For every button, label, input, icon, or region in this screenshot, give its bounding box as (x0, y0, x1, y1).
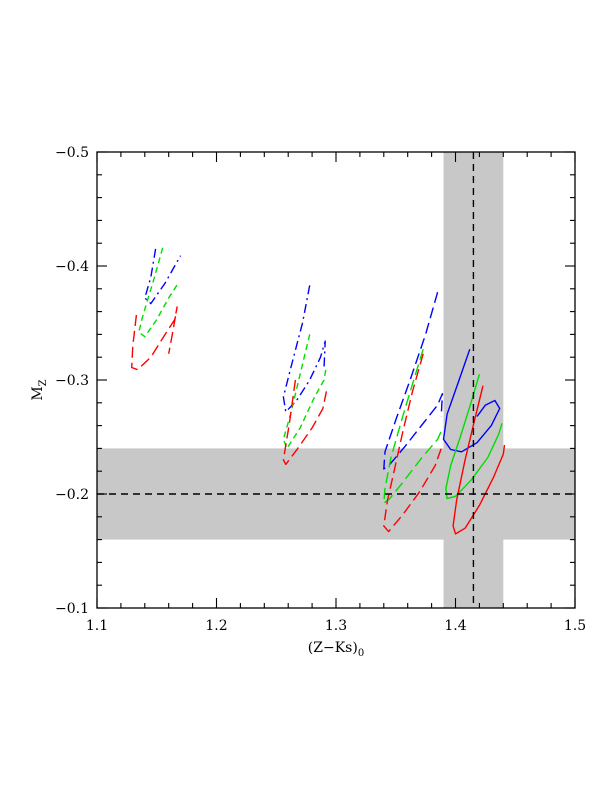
horizontal-band (97, 448, 575, 540)
x-tick-label: 1.4 (444, 618, 466, 634)
y-tick-label: −0.4 (55, 259, 89, 275)
y-tick-label: −0.5 (55, 145, 89, 161)
x-tick-label: 1.1 (86, 618, 108, 634)
x-tick-label: 1.3 (325, 618, 347, 634)
series-group (131, 247, 506, 535)
series-line-9 (383, 353, 444, 533)
x-axis-label-subscript: 0 (358, 648, 364, 659)
y-tick-label: −0.2 (55, 487, 89, 503)
series-line-11 (445, 374, 503, 500)
y-tick-label: −0.1 (55, 601, 89, 617)
series-line-10 (442, 348, 501, 453)
y-axis-label: MZ (30, 379, 49, 400)
series-line-7 (383, 292, 444, 470)
axis-tick-labels: 1.1 1.2 1.3 1.4 1.5 −0.5 −0.4 −0.3 −0.2 −0.1 (55, 145, 586, 634)
y-axis-label-main: M (30, 386, 46, 400)
x-tick-label: 1.5 (564, 618, 586, 634)
x-axis-label: (Z−Ks)0 (308, 640, 364, 659)
series-line-3 (131, 306, 178, 371)
reference-lines (97, 152, 575, 608)
series-line-8 (383, 348, 442, 504)
axis-ticks (96, 151, 576, 609)
series-line-6 (282, 379, 328, 466)
x-axis-label-main: (Z−Ks) (308, 640, 358, 656)
x-tick-label: 1.2 (205, 618, 227, 634)
y-axis-label-subscript: Z (38, 379, 49, 386)
series-line-5 (282, 334, 328, 450)
series-line-12 (452, 385, 506, 535)
y-tick-label: −0.3 (55, 373, 89, 389)
series-line-1 (144, 248, 182, 305)
series-line-2 (138, 247, 179, 338)
